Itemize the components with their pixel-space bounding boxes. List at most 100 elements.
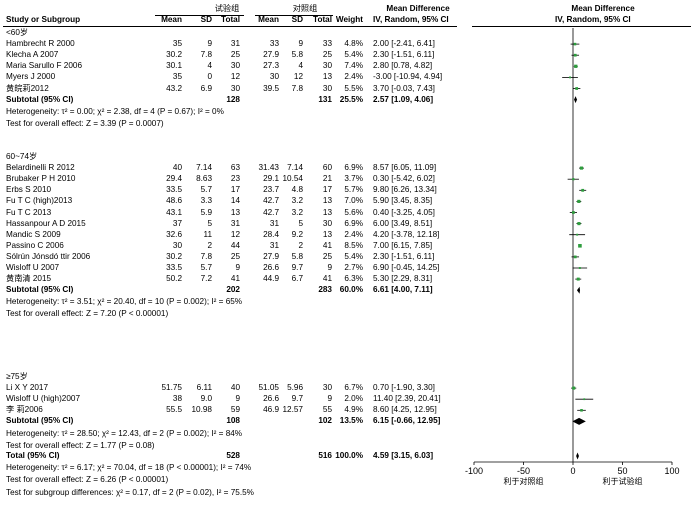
exp-sd: 2: [207, 240, 212, 250]
exp-total: 25: [230, 251, 240, 261]
exp-mean: 30.2: [166, 50, 182, 60]
ctrl-sd: 5.8: [291, 50, 303, 60]
study-point: [576, 277, 580, 281]
study-ci: 9.80 [6.26, 13.34]: [373, 185, 437, 195]
study-ci: 6.90 [-0.45, 14.25]: [373, 263, 440, 272]
study-weight: 5.6%: [344, 207, 363, 217]
ctrl-total: 41: [322, 240, 332, 250]
exp-sd: 7.2: [200, 274, 212, 284]
study-point: [572, 386, 576, 390]
ctrl-total: 25: [322, 251, 332, 261]
exp-sd: 9: [207, 39, 212, 49]
study-name: Myers J 2000: [6, 72, 56, 82]
study-name: Mandic S 2009: [6, 229, 61, 239]
ctrl-sd: 9.2: [291, 229, 303, 239]
total-label: Total (95% CI): [6, 451, 60, 460]
x-tick-label: 0: [570, 466, 575, 476]
study-weight: 2.4%: [344, 72, 363, 82]
ctrl-total: 30: [322, 83, 332, 93]
subgroup-differences: Test for subgroup differences: χ² = 0.17…: [6, 488, 254, 497]
exp-total: 31: [230, 39, 240, 49]
ctrl-mean: 28.4: [263, 229, 279, 239]
exp-total: 59: [230, 405, 240, 415]
ctrl-group-rule: [255, 15, 333, 16]
study-point: [572, 178, 575, 181]
ctrl-mean: 31: [269, 218, 279, 228]
ctrl-sd: 9.7: [291, 263, 303, 272]
favours-control-label: 利于对照组: [504, 476, 544, 486]
study-name: Hassanpour A D 2015: [6, 218, 86, 228]
ctrl-mean: 27.9: [263, 251, 279, 261]
exp-sd: 7.8: [200, 50, 212, 60]
weight-header: Weight: [335, 15, 363, 24]
ctrl-mean: 31: [269, 240, 279, 250]
md-header-table: Mean Difference: [386, 4, 450, 13]
subtotal-weight: 25.5%: [339, 94, 363, 104]
overall-effect: Test for overall effect: Z = 7.20 (P < 0…: [6, 309, 169, 319]
ctrl-sd: 7.14: [287, 163, 303, 173]
exp-sd: 9.0: [200, 394, 212, 404]
ctrl-mean: 31.43: [258, 163, 280, 173]
exp-total: 14: [230, 196, 240, 206]
ctrl-sd-header: SD: [291, 15, 303, 24]
study-ci: 5.30 [2.29, 8.31]: [373, 274, 433, 284]
subtotal-exp-total: 108: [226, 416, 240, 426]
exp-mean: 51.75: [161, 383, 183, 393]
ctrl-sd: 5.8: [291, 251, 303, 261]
ctrl-total: 9: [327, 263, 332, 272]
study-ci: 6.00 [3.49, 8.51]: [373, 218, 433, 228]
study-weight: 5.7%: [344, 185, 363, 195]
ctrl-mean: 42.7: [263, 207, 279, 217]
ctrl-mean: 26.6: [263, 394, 279, 404]
x-tick-label: -50: [517, 466, 530, 476]
exp-mean: 33.5: [166, 185, 182, 195]
exp-sd: 5.7: [200, 263, 212, 272]
study-point: [575, 87, 579, 90]
study-weight: 3.7%: [344, 174, 363, 184]
ctrl-sd: 10.54: [282, 174, 304, 184]
exp-sd: 6.9: [200, 83, 212, 93]
study-point: [577, 199, 581, 203]
favours-exp-label: 利于试验组: [603, 476, 643, 486]
ctrl-mean: 27.9: [263, 50, 279, 60]
study-weight: 4.9%: [344, 405, 363, 415]
ctrl-total: 41: [322, 274, 332, 284]
exp-sd: 6.11: [196, 383, 212, 393]
study-name: Hambrecht R 2000: [6, 39, 75, 49]
total-ci: 4.59 [3.15, 6.03]: [373, 451, 434, 460]
study-name: Brubaker P H 2010: [6, 174, 76, 184]
exp-sd: 0: [207, 72, 212, 82]
study-name: Sólrún Jónsdó ttir 2006: [6, 251, 91, 261]
ctrl-mean: 30: [269, 72, 279, 82]
study-name: Maria Sarullo F 2006: [6, 61, 82, 71]
ctrl-mean: 27.3: [263, 61, 279, 71]
ctrl-total: 17: [322, 185, 332, 195]
study-weight: 6.3%: [344, 274, 363, 284]
ctrl-mean: 23.7: [263, 185, 279, 195]
overall-effect: Test for overall effect: Z = 1.77 (P = 0…: [6, 440, 155, 450]
exp-sd: 3.3: [200, 196, 212, 206]
exp-mean: 55.5: [166, 405, 182, 415]
study-point: [583, 398, 586, 401]
md-header-plot: Mean Difference: [571, 4, 635, 13]
subtotal-exp-total: 202: [226, 285, 240, 295]
study-weight: 2.0%: [344, 394, 363, 404]
exp-sd: 5.7: [200, 185, 212, 195]
study-ci: 0.70 [-1.90, 3.30]: [373, 383, 435, 393]
ctrl-sd: 12: [293, 72, 303, 82]
study-col-header: Study or Subgroup: [6, 15, 81, 24]
ctrl-total: 30: [322, 383, 332, 393]
exp-mean: 38: [172, 394, 182, 404]
exp-total: 25: [230, 50, 240, 60]
study-weight: 5.4%: [344, 50, 363, 60]
exp-mean: 29.4: [166, 174, 182, 184]
ctrl-mean: 44.9: [263, 274, 279, 284]
plot-ci-header: IV, Random, 95% CI: [555, 15, 631, 24]
total-heterogeneity: Heterogeneity: τ² = 6.17; χ² = 70.04, df…: [6, 463, 252, 472]
study-ci: 2.00 [-2.41, 6.41]: [373, 39, 435, 49]
ctrl-total: 60: [322, 163, 332, 173]
study-point: [573, 53, 577, 57]
exp-total: 12: [230, 229, 240, 239]
exp-total: 9: [235, 394, 240, 404]
